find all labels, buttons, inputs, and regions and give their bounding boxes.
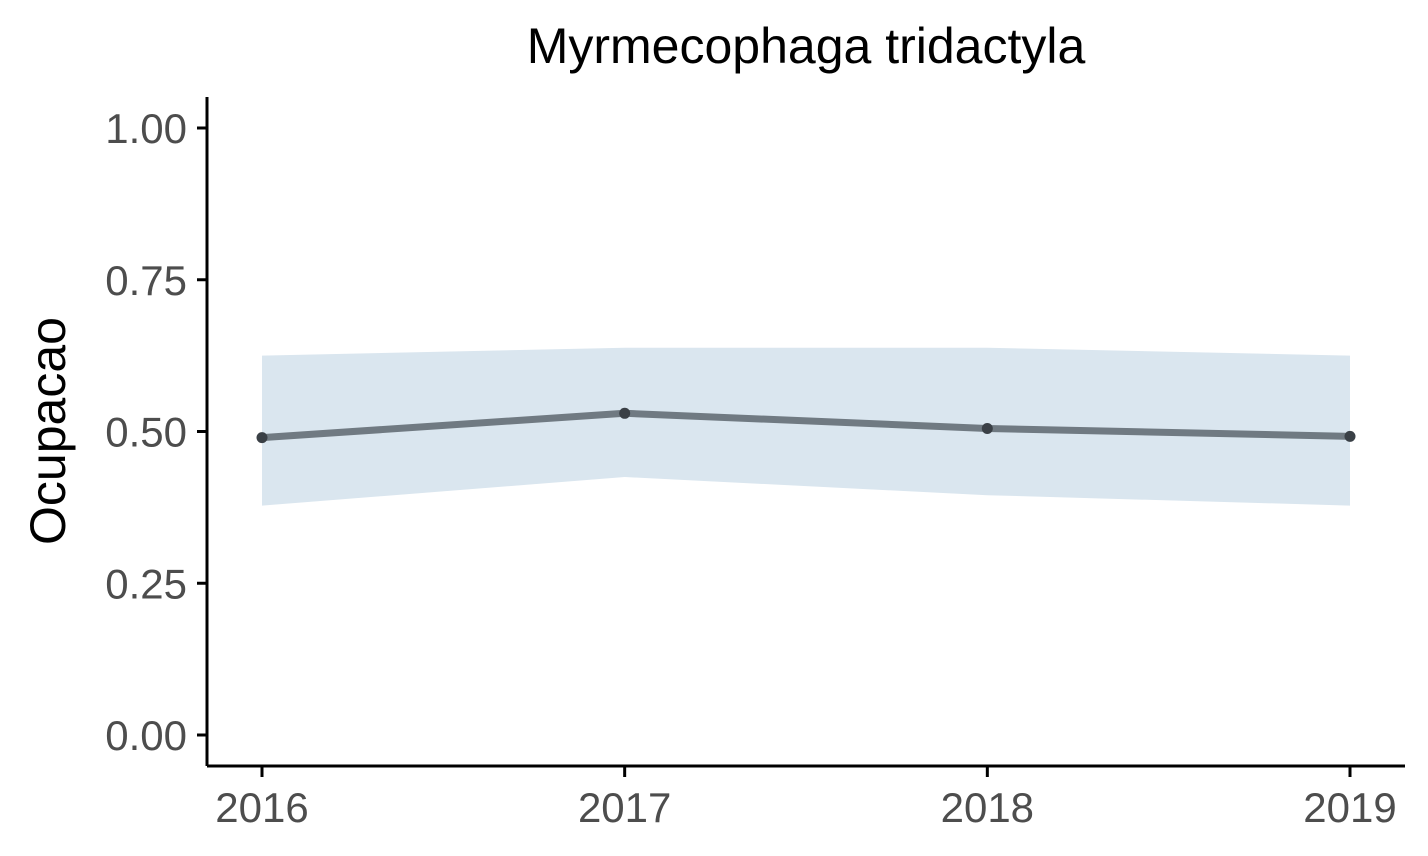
plot-area: [256, 347, 1356, 506]
data-point-2019: [1344, 430, 1356, 442]
chart-title: Myrmecophaga tridactyla: [527, 18, 1086, 74]
y-tick-label: 1.00: [105, 105, 187, 152]
y-axis-title: Ocupacao: [20, 317, 76, 545]
y-tick-label: 0.00: [105, 712, 187, 759]
x-tick-label: 2016: [215, 784, 308, 831]
data-point-2018: [981, 423, 993, 434]
confidence-ribbon: [262, 347, 1350, 506]
y-tick-label: 0.50: [105, 409, 187, 456]
x-tick-label: 2017: [578, 784, 671, 831]
x-axis-ticks: 2016 2017 2018 2019: [215, 766, 1397, 831]
x-tick-label: 2018: [941, 784, 1034, 831]
series-line: [261, 409, 1351, 442]
data-point-2016: [256, 432, 268, 444]
y-tick-label: 0.75: [105, 257, 187, 304]
x-tick-label: 2019: [1303, 784, 1396, 831]
y-tick-label: 0.25: [105, 560, 187, 607]
y-axis-ticks: 0.00 0.25 0.50 0.75 1.00: [105, 105, 207, 759]
data-point-2017: [619, 407, 631, 419]
